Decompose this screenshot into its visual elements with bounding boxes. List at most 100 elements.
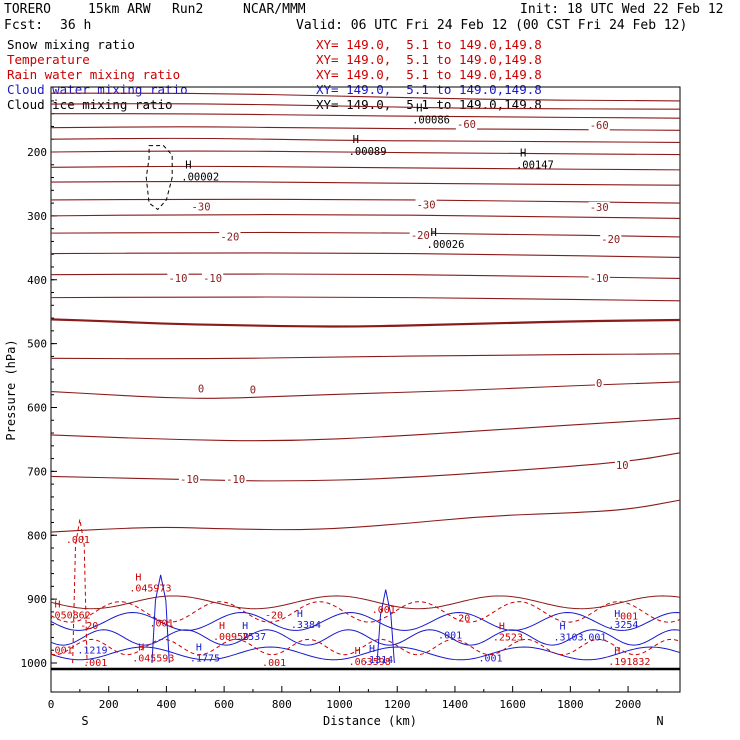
temperature-contour	[50, 181, 681, 186]
temperature-contour	[50, 231, 681, 238]
max-marker: H	[185, 160, 191, 172]
low-level-value-label: -20	[265, 610, 283, 621]
max-marker: H	[520, 148, 526, 160]
low-level-value-label: .3254	[608, 620, 638, 631]
temperature-contour	[50, 103, 681, 110]
y-tick-label: 400	[27, 274, 47, 287]
label-background	[248, 384, 258, 396]
low-level-contour	[50, 601, 681, 623]
low-level-max-marker: H	[614, 609, 620, 620]
temperature-contour	[50, 318, 681, 328]
label-background	[225, 474, 247, 486]
contour-label: 0	[596, 378, 602, 390]
low-level-contour	[50, 595, 681, 610]
contour-label: -60	[590, 120, 609, 132]
low-level-value-label: .3384	[291, 620, 321, 631]
low-level-value-label: 20	[458, 613, 470, 624]
low-level-value-label: .3103	[553, 633, 583, 644]
temperature-contour	[50, 296, 681, 302]
max-value-label: .00086	[412, 114, 450, 126]
label-background	[600, 233, 622, 245]
y-tick-label: 600	[27, 402, 47, 415]
low-level-contour	[50, 646, 681, 661]
header-model: TORERO	[4, 2, 51, 17]
low-level-contour	[50, 638, 681, 656]
max-value-label: .00147	[516, 160, 554, 172]
x-tick-label: 600	[214, 698, 234, 711]
temperature-contour	[50, 126, 681, 131]
low-level-max-marker: H	[242, 621, 248, 632]
label-background	[201, 272, 224, 284]
label-background	[190, 201, 212, 213]
convective-cell-contour	[376, 589, 395, 664]
low-level-value-label: .063598	[349, 657, 391, 668]
header-valid: Valid: 06 UTC Fri 24 Feb 12 (00 CST Fri …	[296, 18, 688, 33]
temperature-contour	[50, 198, 681, 204]
y-tick-label: 700	[27, 465, 47, 478]
y-axis-title: Pressure (hPa)	[4, 339, 18, 440]
max-marker: H	[353, 134, 359, 146]
label-background	[219, 231, 241, 243]
label-background	[409, 230, 431, 242]
y-tick-label: 800	[27, 529, 47, 542]
temperature-contour	[50, 452, 681, 482]
x-tick-label: 1600	[499, 698, 526, 711]
temperature-contour	[50, 165, 681, 171]
low-level-value-label: .001	[438, 631, 462, 642]
convective-cell-contour	[72, 519, 88, 664]
x-tick-label: 200	[99, 698, 119, 711]
low-level-max-marker: H	[499, 622, 505, 633]
y-tick-label: 900	[27, 593, 47, 606]
low-level-value-label: .1219	[77, 645, 107, 656]
contour-label: -10	[168, 273, 187, 285]
temperature-contour	[50, 353, 681, 360]
header-init: Init: 18 UTC Wed 22 Feb 12	[520, 2, 724, 17]
temperature-contour	[50, 113, 681, 119]
contour-label: -10	[590, 273, 609, 285]
temperature-contour	[50, 499, 681, 533]
low-level-max-marker: H	[55, 599, 61, 610]
low-level-contour	[50, 629, 681, 646]
label-background	[196, 383, 206, 395]
legend-snow-xy: XY= 149.0, 5.1 to 149.0,149.8	[316, 37, 542, 52]
header-run: Run2	[172, 2, 204, 17]
low-level-value-label: .001	[150, 619, 174, 630]
max-marker: H	[431, 227, 437, 239]
temperature-contour	[50, 381, 681, 399]
legend-cloudwater-xy: XY= 149.0, 5.1 to 149.0,149.8	[316, 82, 542, 97]
header-fcst-value: 36 h	[60, 18, 92, 33]
header-resolution: 15km ARW	[88, 2, 151, 17]
low-level-value-label: .2523	[493, 633, 523, 644]
temperature-contour	[50, 214, 681, 219]
max-marker: H	[416, 102, 422, 114]
contour-label: -30	[417, 199, 436, 211]
legend-rain-label: Rain water mixing ratio	[7, 67, 181, 82]
low-level-value-label: .001	[83, 658, 107, 669]
low-level-max-marker: H	[369, 644, 375, 655]
low-level-value-label: .001	[49, 645, 73, 656]
label-background	[588, 201, 610, 213]
temperature-contour	[50, 273, 681, 280]
temperature-contour	[50, 150, 681, 156]
temperature-contour	[50, 417, 681, 442]
x-end-left: S	[81, 714, 88, 728]
x-tick-label: 1200	[384, 698, 411, 711]
temperature-contour	[50, 92, 681, 102]
low-level-value-label: .2537	[236, 632, 266, 643]
low-level-value-label: .1314	[363, 655, 393, 666]
low-level-max-marker: H	[138, 643, 144, 654]
header-org: NCAR/MMM	[243, 2, 306, 17]
max-value-label: .00026	[427, 239, 465, 251]
legend-rain-xy: XY= 149.0, 5.1 to 149.0,149.8	[316, 67, 542, 82]
convective-cell-contour	[151, 574, 170, 664]
low-level-max-marker: H	[219, 621, 225, 632]
snow-region-contour	[145, 145, 173, 211]
label-background	[588, 272, 610, 284]
y-tick-label: 500	[27, 338, 47, 351]
low-level-contour	[50, 612, 681, 631]
label-background	[588, 120, 610, 132]
low-level-value-label: -20	[80, 621, 98, 632]
low-level-value-label: .045593	[132, 654, 174, 665]
legend-snow-label: Snow mixing ratio	[7, 37, 135, 52]
